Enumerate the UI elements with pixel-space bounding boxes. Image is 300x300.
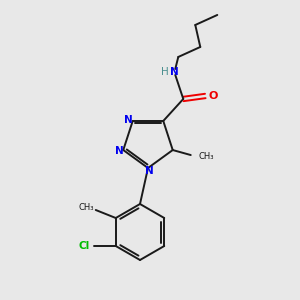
Text: CH₃: CH₃ bbox=[78, 203, 94, 212]
Text: Cl: Cl bbox=[78, 241, 89, 251]
Text: CH₃: CH₃ bbox=[199, 152, 214, 160]
Text: O: O bbox=[208, 91, 218, 101]
Text: N: N bbox=[145, 166, 153, 176]
Text: N: N bbox=[170, 67, 179, 77]
Text: N: N bbox=[124, 115, 133, 125]
Text: H: H bbox=[161, 67, 169, 77]
Text: N: N bbox=[115, 146, 124, 156]
